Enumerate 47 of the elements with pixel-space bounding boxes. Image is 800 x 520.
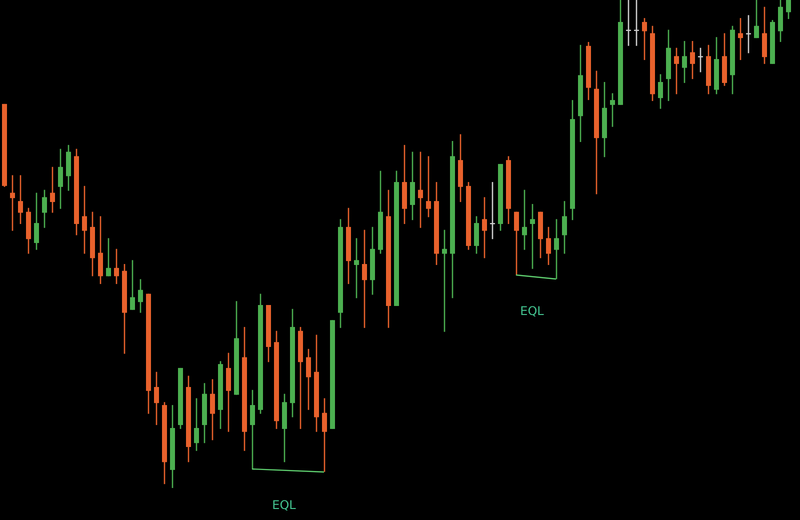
- candlestick: [98, 216, 103, 285]
- candlestick: [34, 192, 39, 251]
- candlestick: [250, 389, 255, 470]
- candlestick: [138, 278, 143, 314]
- candlestick: [482, 196, 487, 259]
- candlestick: [354, 237, 359, 299]
- candlestick: [58, 148, 63, 210]
- candlestick: [106, 237, 111, 277]
- candlestick: [514, 211, 519, 276]
- candlestick: [82, 185, 87, 254]
- candlestick: [698, 47, 703, 73]
- candlestick: [322, 398, 327, 473]
- candlestick: [762, 6, 767, 65]
- candlestick: [42, 189, 47, 229]
- candlestick: [154, 371, 159, 426]
- candlestick: [738, 17, 743, 61]
- candlestick: [114, 248, 119, 285]
- candlestick: [210, 378, 215, 441]
- candlestick: [690, 40, 695, 80]
- candlestick: [554, 218, 559, 280]
- text: EQL: [272, 498, 296, 512]
- candlestick: [130, 259, 135, 311]
- candlestick: [306, 348, 311, 411]
- candlestick: [682, 40, 687, 84]
- annotation: EQL: [520, 304, 544, 318]
- candlestick: [786, 0, 791, 20]
- candlestick: [746, 14, 751, 54]
- candlestick: [522, 189, 527, 251]
- candlestick: [362, 229, 367, 329]
- candlestick: [530, 203, 535, 270]
- candlestick: [418, 151, 423, 229]
- candlestick: [546, 226, 551, 266]
- candlestick: [642, 17, 647, 61]
- candlestick: [426, 156, 431, 218]
- candlestick: [610, 92, 615, 128]
- candlestick: [50, 166, 55, 214]
- candlestick: [674, 47, 679, 95]
- candlestick: [410, 151, 415, 221]
- candlestick: [226, 352, 231, 433]
- candlestick: [754, 0, 759, 39]
- candlestick: [562, 200, 567, 254]
- candlestick: [10, 174, 15, 232]
- candlestick: [18, 174, 23, 225]
- candlestick: [194, 398, 199, 452]
- candlestick: [474, 216, 479, 254]
- candlestick: [442, 229, 447, 332]
- candlestick: [658, 74, 663, 110]
